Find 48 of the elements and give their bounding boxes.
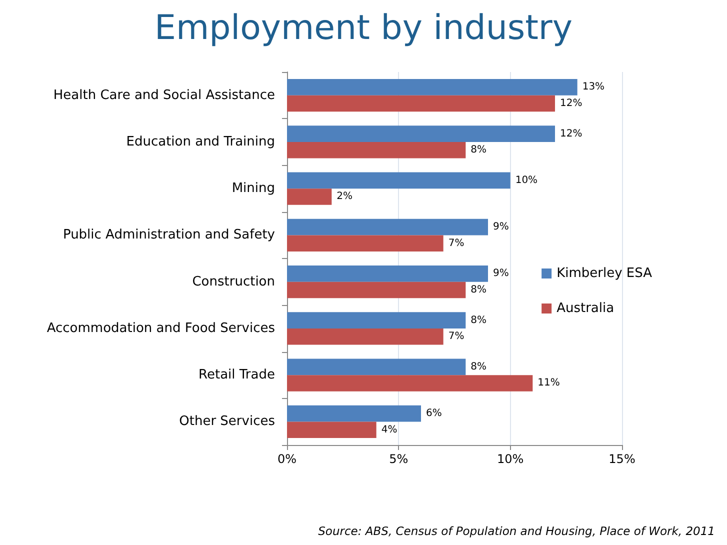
bar [287, 312, 466, 328]
data-label: 13% [582, 82, 605, 93]
chart-title: Employment by industry [154, 8, 573, 48]
data-label: 2% [336, 191, 353, 202]
data-label: 8% [470, 314, 487, 326]
y-tick-label: Mining [232, 181, 275, 196]
y-tick-label: Public Administration and Safety [62, 228, 276, 243]
y-tick-label: Accommodation and Food Services [46, 320, 276, 336]
bar [287, 265, 488, 282]
bar [287, 126, 555, 142]
legend-label: Kimberley ESA [556, 266, 652, 281]
data-label: 12% [560, 98, 582, 109]
source-note: Source: ABS, Census of Population and Housing, Place of Work, 2011 [318, 524, 716, 538]
bar [287, 235, 444, 252]
bar [287, 142, 466, 158]
y-tick-label: Health Care and Social Assistance [53, 88, 275, 103]
bar [287, 172, 510, 189]
bar [287, 282, 466, 298]
bar [287, 95, 555, 112]
x-tick-label: 15% [608, 452, 636, 466]
y-tick-label: Construction [192, 274, 275, 290]
bar [287, 422, 376, 438]
data-label: 8% [470, 144, 487, 156]
x-tick-label: 0% [277, 452, 297, 466]
bar [287, 78, 578, 96]
data-label: 11% [538, 378, 560, 389]
data-label: 9% [493, 268, 509, 280]
y-tick-label: Education and Training [126, 134, 275, 150]
data-label: 9% [493, 222, 509, 233]
data-label: 7% [448, 331, 464, 342]
data-label: 6% [426, 408, 442, 420]
bar [287, 218, 488, 236]
x-tick-label: 5% [389, 452, 408, 466]
bar [287, 375, 533, 392]
data-label: 4% [381, 424, 398, 436]
bar [287, 328, 444, 345]
bar [287, 188, 332, 205]
y-tick-label: Retail Trade [198, 368, 275, 383]
legend-label: Australia [556, 301, 614, 316]
x-tick-label: 10% [496, 452, 524, 466]
data-label: 12% [560, 128, 582, 140]
data-label: 10% [515, 174, 538, 186]
data-label: 8% [470, 284, 487, 296]
bar [287, 405, 421, 422]
data-label: 8% [470, 361, 487, 372]
bar [287, 358, 466, 376]
y-tick-label: Other Services [179, 414, 276, 430]
data-label: 7% [448, 238, 464, 249]
